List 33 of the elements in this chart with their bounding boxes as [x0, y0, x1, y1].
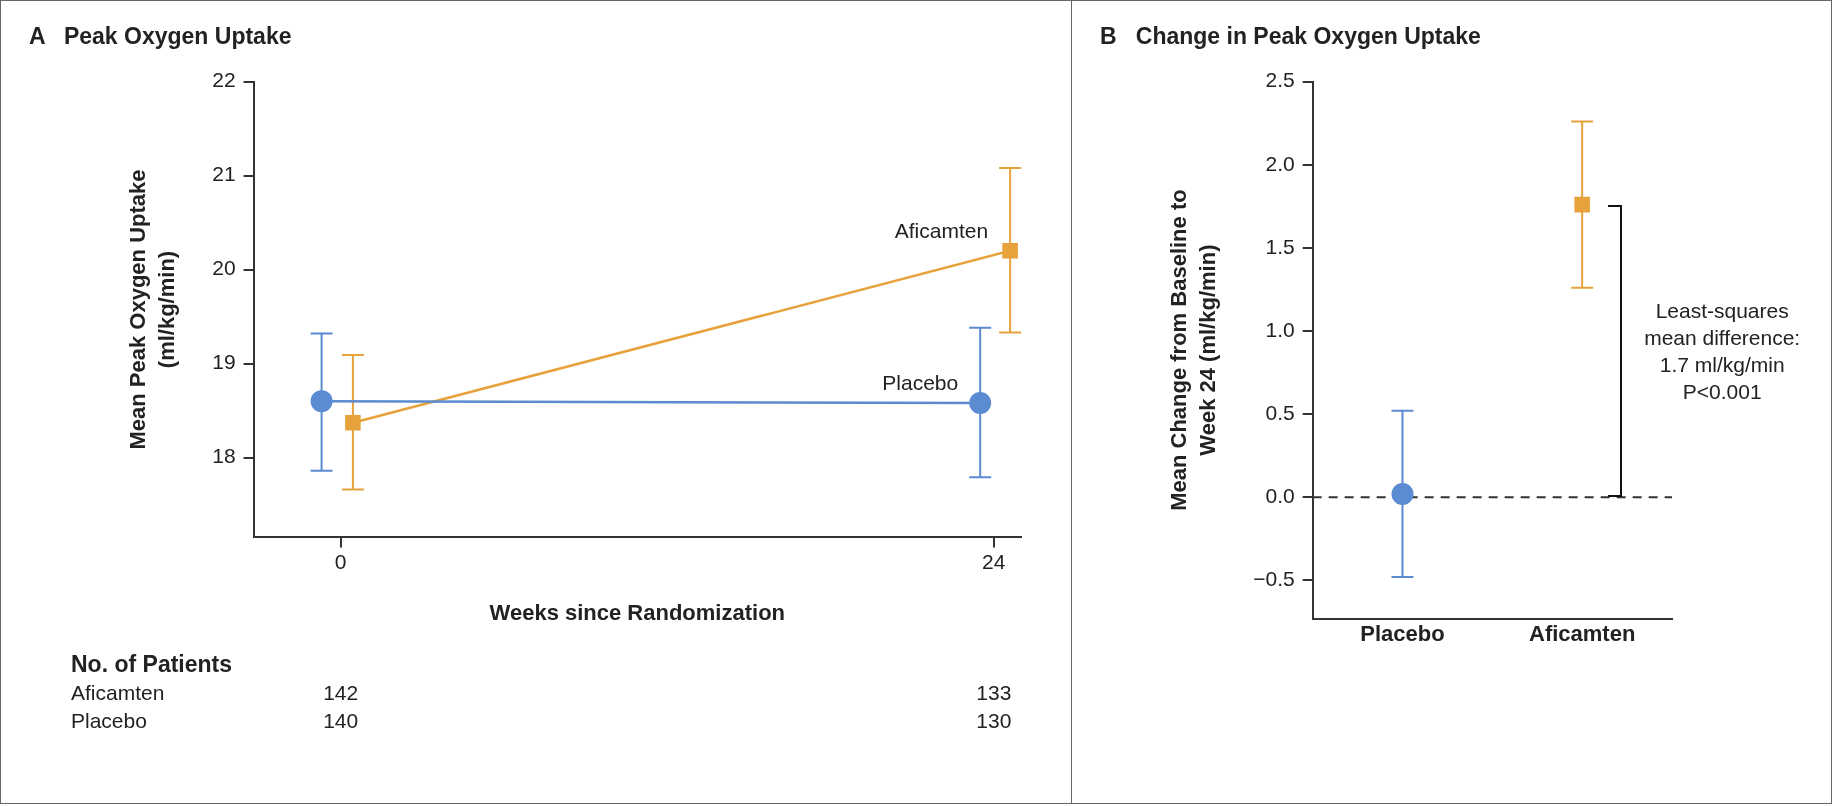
y-tick-label: 0.5 [1265, 400, 1295, 424]
chart-title: A Peak Oxygen Uptake [29, 23, 292, 50]
x-tick-label: 24 [982, 549, 1006, 573]
y-tick-label: 19 [212, 350, 236, 374]
point [1002, 242, 1018, 259]
text: Placebo [71, 708, 147, 734]
y-tick-label: 0.0 [1265, 484, 1295, 508]
point [969, 392, 992, 415]
chart-title: B Change in Peak Oxygen Uptake [1100, 23, 1481, 50]
y-tick-label: 1.5 [1265, 234, 1295, 258]
point [345, 414, 361, 431]
y-tick-label: −0.5 [1253, 567, 1295, 591]
y-axis-title: Mean Change from Baseline to Week 24 (ml/kg/min) [1166, 189, 1220, 511]
text: 142 [323, 680, 359, 706]
y-tick-label: 2.0 [1265, 151, 1295, 175]
y-tick-label: 2.5 [1265, 68, 1295, 92]
y-tick-label: 18 [212, 444, 236, 468]
text: 133 [976, 680, 1012, 706]
x-tick-label: 0 [334, 549, 347, 573]
y-axis-title: Mean Peak Oxygen Uptake (ml/kg/min) [125, 169, 179, 450]
text: 130 [976, 708, 1012, 734]
text: No. of Patients [71, 651, 233, 678]
series-label: Placebo [882, 371, 959, 395]
x-axis-title: Weeks since Randomization [489, 599, 786, 625]
y-tick-label: 22 [212, 68, 236, 92]
annotation: Least-squares mean difference: 1.7 ml/kg/min P<0.001 [1644, 297, 1801, 405]
y-tick-label: 20 [212, 256, 236, 280]
y-tick-label: 1.0 [1265, 317, 1295, 341]
series-label: Aficamten [894, 219, 989, 243]
y-tick-label: 21 [212, 162, 236, 186]
point [310, 390, 333, 413]
text: 140 [323, 708, 359, 734]
text: Aficamten [71, 680, 165, 706]
